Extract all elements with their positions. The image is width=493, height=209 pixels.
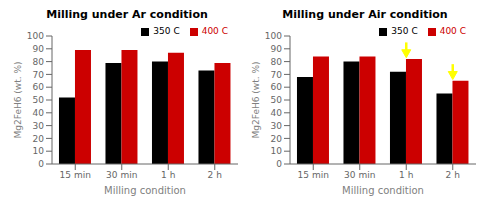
svg-text:60: 60 bbox=[33, 82, 45, 92]
svg-text:40: 40 bbox=[33, 108, 45, 118]
svg-text:2 h: 2 h bbox=[208, 170, 222, 180]
svg-text:90: 90 bbox=[271, 44, 283, 54]
svg-text:30: 30 bbox=[33, 121, 45, 131]
svg-text:50: 50 bbox=[33, 95, 45, 105]
svg-text:Mg2FeH6 (wt. %): Mg2FeH6 (wt. %) bbox=[13, 62, 23, 139]
svg-text:60: 60 bbox=[271, 82, 283, 92]
svg-text:70: 70 bbox=[271, 70, 283, 80]
svg-text:10: 10 bbox=[271, 146, 283, 156]
svg-text:1 h: 1 h bbox=[161, 170, 175, 180]
svg-text:10: 10 bbox=[33, 146, 45, 156]
svg-text:Milling condition: Milling condition bbox=[342, 185, 424, 196]
svg-text:30 min: 30 min bbox=[106, 170, 137, 180]
svg-text:15 min: 15 min bbox=[60, 170, 91, 180]
svg-text:30: 30 bbox=[271, 121, 283, 131]
html-text:Milling under Ar condition: Milling under Ar condition bbox=[46, 8, 208, 21]
svg-text:1 h: 1 h bbox=[399, 170, 413, 180]
svg-text:40: 40 bbox=[271, 108, 283, 118]
svg-text:80: 80 bbox=[271, 57, 283, 67]
svg-text:50: 50 bbox=[271, 95, 283, 105]
html-text:Milling under Air condition: Milling under Air condition bbox=[282, 8, 448, 21]
html-text:400 C: 400 C bbox=[201, 26, 228, 36]
svg-text:90: 90 bbox=[33, 44, 45, 54]
svg-text:Mg2FeH6 (wt. %): Mg2FeH6 (wt. %) bbox=[251, 62, 261, 139]
svg-text:0: 0 bbox=[38, 159, 44, 169]
svg-text:20: 20 bbox=[271, 134, 283, 144]
svg-text:100: 100 bbox=[265, 31, 282, 41]
svg-text:20: 20 bbox=[33, 134, 45, 144]
svg-text:30 min: 30 min bbox=[344, 170, 375, 180]
svg-text:0: 0 bbox=[276, 159, 282, 169]
svg-text:70: 70 bbox=[33, 70, 45, 80]
svg-text:100: 100 bbox=[27, 31, 44, 41]
html-text:400 C: 400 C bbox=[439, 26, 466, 36]
svg-text:2 h: 2 h bbox=[446, 170, 460, 180]
svg-text:Milling condition: Milling condition bbox=[104, 185, 186, 196]
html-text:350 C: 350 C bbox=[391, 26, 418, 36]
html-text:350 C: 350 C bbox=[153, 26, 180, 36]
svg-text:15 min: 15 min bbox=[298, 170, 329, 180]
svg-text:80: 80 bbox=[33, 57, 45, 67]
